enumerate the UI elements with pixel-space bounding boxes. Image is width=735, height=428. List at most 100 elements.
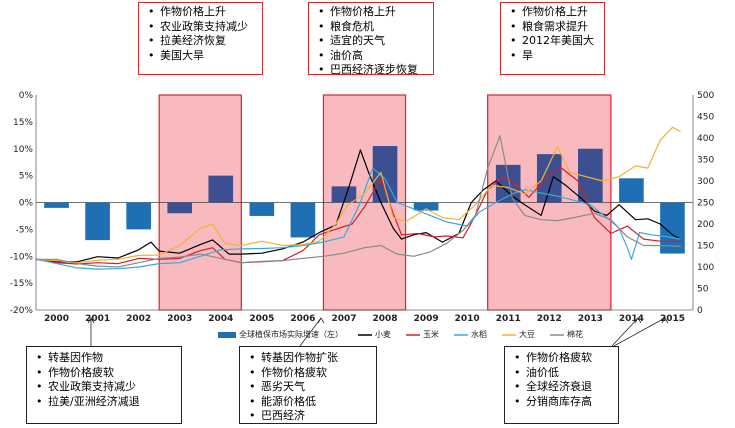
callout-item: 转基因作物扩张 xyxy=(246,351,376,366)
connector-arrowhead xyxy=(87,317,95,324)
callout-item: 能源价格低 xyxy=(246,395,376,410)
legend-label: 水稻 xyxy=(471,329,487,339)
y-left-tick-label: 15% xyxy=(13,118,33,128)
connector-line xyxy=(613,317,666,347)
y-left-tick-label: 0% xyxy=(19,199,34,209)
callout-item: 作物价格上升 xyxy=(315,5,433,20)
y-right-tick-label: 450 xyxy=(697,113,714,123)
price-line xyxy=(35,167,681,270)
growth-bar xyxy=(413,202,439,211)
x-tick-label: 2002 xyxy=(126,314,151,324)
x-tick-label: 2010 xyxy=(455,314,480,324)
growth-bar xyxy=(536,154,562,203)
callout-item: 拉美经济恢复 xyxy=(145,34,262,49)
price-lines xyxy=(35,126,681,270)
callout-list: 作物价格疲软 油价低 全球经济衰退 分销商库存高 xyxy=(511,351,618,409)
growth-bar xyxy=(85,202,110,241)
callout-bottom-2005: 转基因作物扩张 作物价格疲软 恶劣天气 能源价格低 巴西经济 xyxy=(239,346,377,424)
callout-item: 旱 xyxy=(507,49,604,64)
callout-item: 作物价格疲软 xyxy=(33,366,181,381)
x-tick-label: 2001 xyxy=(85,314,110,324)
y-right-tick-label: 300 xyxy=(697,177,714,187)
callout-item: 拉美/亚洲经济减退 xyxy=(33,395,181,410)
legend-label: 玉米 xyxy=(423,329,439,339)
callout-top-2007: 作物价格上升 粮食危机 适宜的天气 油价高 巴西经济逐步恢复 xyxy=(308,2,434,78)
connector-arrowhead xyxy=(634,317,642,324)
callout-item: 分销商库存高 xyxy=(511,395,618,410)
callout-list: 转基因作物 作物价格疲软 农业政策支持减少 拉美/亚洲经济减退 xyxy=(33,351,181,409)
x-tick-label: 2000 xyxy=(44,314,69,324)
y-left-tick-label: 0% xyxy=(19,91,34,101)
growth-bar xyxy=(331,186,357,203)
callout-item: 全球经济衰退 xyxy=(511,380,618,395)
y-right-tick-label: 400 xyxy=(697,134,714,144)
legend-label: 全球植保市场实际增速（左） xyxy=(239,329,343,339)
callout-item: 适宜的天气 xyxy=(315,34,433,49)
legend-label: 棉花 xyxy=(567,329,583,339)
callout-item: 作物价格疲软 xyxy=(511,351,618,366)
callout-list: 作物价格上升 粮食危机 适宜的天气 油价高 巴西经济逐步恢复 xyxy=(315,5,433,78)
callout-top-2003: 作物价格上升 农业政策支持减少 拉美经济恢复 美国大旱 xyxy=(138,2,263,75)
x-tick-label: 2004 xyxy=(208,314,233,324)
price-line xyxy=(35,126,681,264)
callout-item: 巴西经济逐步恢复 xyxy=(315,63,433,78)
y-right-tick-label: 200 xyxy=(697,220,714,230)
y-right-tick-label: 50 xyxy=(697,285,709,295)
x-tick-label: 2005 xyxy=(249,314,274,324)
growth-bar xyxy=(290,202,316,238)
callout-item: 油价低 xyxy=(511,366,618,381)
y-left-tick-label: -10% xyxy=(10,252,34,262)
callout-list: 作物价格上升 粮食需求提升 2012年美国大 旱 xyxy=(507,5,604,63)
callout-top-2011: 作物价格上升 粮食需求提升 2012年美国大 旱 xyxy=(500,2,605,75)
x-tick-label: 2006 xyxy=(290,314,315,324)
growth-bar xyxy=(126,202,151,230)
y-right-tick-label: 100 xyxy=(697,263,714,273)
callout-bottom-2014: 作物价格疲软 油价低 全球经济衰退 分销商库存高 xyxy=(504,346,619,424)
growth-bar xyxy=(208,175,234,203)
callout-item: 恶劣天气 xyxy=(246,380,376,395)
growth-bar xyxy=(372,146,398,203)
y-right-tick-label: 500 xyxy=(697,91,714,101)
y-left-tick-label: -5% xyxy=(15,225,33,235)
price-line xyxy=(36,135,681,268)
callout-item: 美国大旱 xyxy=(145,49,262,64)
tick-labels: -20%-15%-10%-5%0%5%10%15%0%0501001502002… xyxy=(10,91,715,324)
legend-label: 小麦 xyxy=(375,329,391,339)
growth-bar xyxy=(167,202,193,214)
callout-item: 农业政策支持减少 xyxy=(145,20,262,35)
y-right-tick-label: 0 xyxy=(697,306,703,316)
callout-item: 巴西经济 xyxy=(246,409,376,424)
connector-arrowhead xyxy=(661,317,669,324)
y-right-tick-label: 150 xyxy=(697,242,714,252)
growth-bar xyxy=(249,202,275,216)
y-left-tick-label: 10% xyxy=(13,145,33,155)
y-left-tick-label: -15% xyxy=(10,279,34,289)
x-tick-label: 2009 xyxy=(414,314,439,324)
connector-line xyxy=(299,317,322,347)
x-tick-label: 2008 xyxy=(373,314,398,324)
legend-swatch xyxy=(218,332,236,338)
callout-list: 转基因作物扩张 作物价格疲软 恶劣天气 能源价格低 巴西经济 xyxy=(246,351,376,424)
callout-item: 粮食需求提升 xyxy=(507,20,604,35)
y-right-tick-label: 350 xyxy=(697,156,714,166)
callout-item: 油价高 xyxy=(315,49,433,64)
growth-bar xyxy=(44,202,69,208)
growth-bar xyxy=(619,178,644,203)
x-tick-label: 2011 xyxy=(496,314,521,324)
x-tick-label: 2007 xyxy=(331,314,356,324)
legend-label: 大豆 xyxy=(519,329,535,339)
y-left-tick-label: -20% xyxy=(10,306,34,316)
callout-item: 农业政策支持减少 xyxy=(33,380,181,395)
callout-item: 2012年美国大 xyxy=(507,34,604,49)
x-tick-label: 2015 xyxy=(660,314,685,324)
callout-item: 转基因作物 xyxy=(33,351,181,366)
callout-connectors xyxy=(87,317,669,347)
callout-item: 作物价格上升 xyxy=(145,5,262,20)
x-tick-label: 2003 xyxy=(167,314,192,324)
callout-bottom-2000: 转基因作物 作物价格疲软 农业政策支持减少 拉美/亚洲经济减退 xyxy=(26,346,182,424)
callout-item: 作物价格疲软 xyxy=(246,366,376,381)
callout-list: 作物价格上升 农业政策支持减少 拉美经济恢复 美国大旱 xyxy=(145,5,262,63)
callout-item: 粮食危机 xyxy=(315,20,433,35)
y-right-tick-label: 250 xyxy=(697,199,714,209)
